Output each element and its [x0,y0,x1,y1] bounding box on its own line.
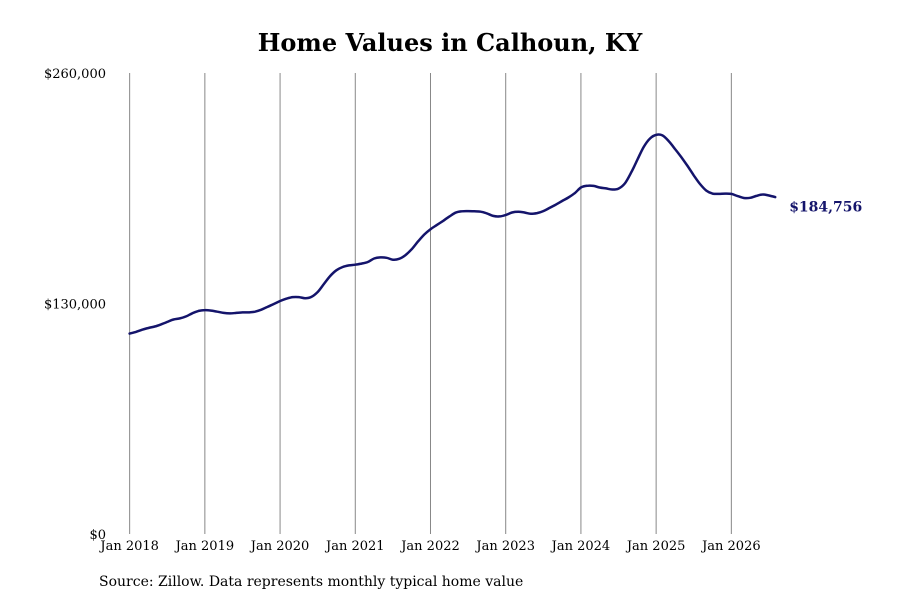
y-axis-ticks: $0 $130,000 $260,000 [44,67,106,543]
x-tick-label: Jan 2020 [249,539,310,554]
chart-title: Home Values in Calhoun, KY [257,28,643,57]
series-group [128,133,777,335]
x-tick-label: Jan 2022 [399,539,460,554]
y-tick-label: $260,000 [44,67,106,82]
x-tick-label: Jan 2021 [324,539,385,554]
end-value-label: $184,756 [789,199,862,215]
gridlines [129,73,732,534]
source-note: Source: Zillow. Data represents monthly … [99,574,524,590]
y-tick-label: $0 [89,528,106,543]
y-tick-label: $130,000 [44,298,106,313]
end-label-group: $184,756 [789,199,862,215]
x-tick-label: Jan 2024 [550,539,611,554]
x-tick-label: Jan 2023 [474,539,535,554]
x-tick-label: Jan 2025 [625,539,686,554]
x-tick-label: Jan 2026 [700,539,761,554]
x-tick-label: Jan 2019 [174,539,235,554]
x-tick-label: Jan 2018 [98,539,159,554]
x-axis-ticks: Jan 2018 Jan 2019 Jan 2020 Jan 2021 Jan 2022… [98,539,760,554]
series-line [128,133,777,335]
